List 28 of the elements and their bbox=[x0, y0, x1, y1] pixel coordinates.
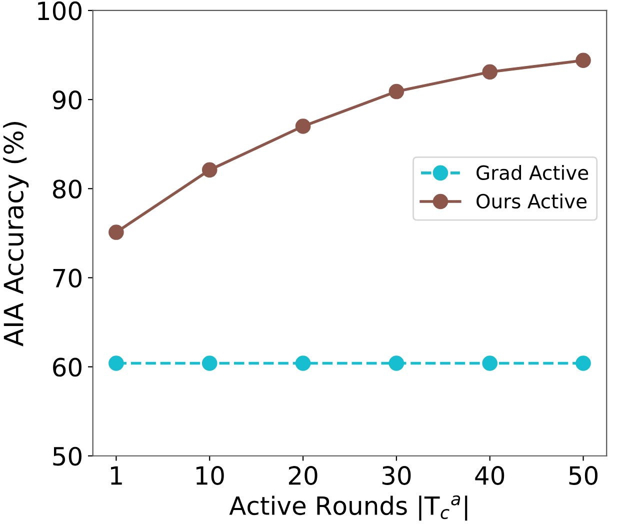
y-tick-label: 90 bbox=[52, 90, 82, 110]
point bbox=[388, 84, 404, 100]
y-tick-label: 60 bbox=[53, 358, 82, 377]
y-tick-label: 70 bbox=[53, 268, 82, 288]
y-tick-label: 80 bbox=[53, 180, 82, 198]
point bbox=[482, 64, 498, 80]
point bbox=[295, 118, 311, 134]
x-tick-label: 10 bbox=[196, 466, 224, 485]
point bbox=[202, 162, 218, 178]
y-axis-title: AIA Accuracy (%) bbox=[3, 122, 29, 346]
legend-label: Grad Active bbox=[476, 164, 588, 180]
y-tick-label: 100 bbox=[38, 1, 82, 20]
point bbox=[108, 224, 124, 240]
x-tick-label: 40 bbox=[475, 466, 504, 485]
x-tick-label: 50 bbox=[569, 466, 598, 485]
y-tick-label: 50 bbox=[53, 446, 82, 466]
point bbox=[108, 356, 124, 371]
x-tick-label: 1 bbox=[110, 466, 122, 485]
point bbox=[388, 356, 404, 371]
point bbox=[482, 356, 498, 371]
point bbox=[202, 356, 218, 371]
point bbox=[295, 356, 311, 371]
point bbox=[576, 52, 591, 68]
x-axis-title: Active Rounds |T$_{c}$$^{a}$| bbox=[229, 495, 468, 521]
x-tick-label: 20 bbox=[288, 466, 318, 485]
legend-label: Ours Active bbox=[476, 194, 587, 209]
point bbox=[576, 356, 591, 371]
x-tick-label: 30 bbox=[382, 466, 411, 485]
